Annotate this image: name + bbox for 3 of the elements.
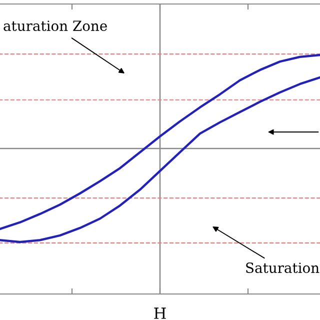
x-axis-title: H xyxy=(154,308,166,319)
text: aturation Zone xyxy=(4,20,107,32)
text: Saturation xyxy=(246,262,320,274)
